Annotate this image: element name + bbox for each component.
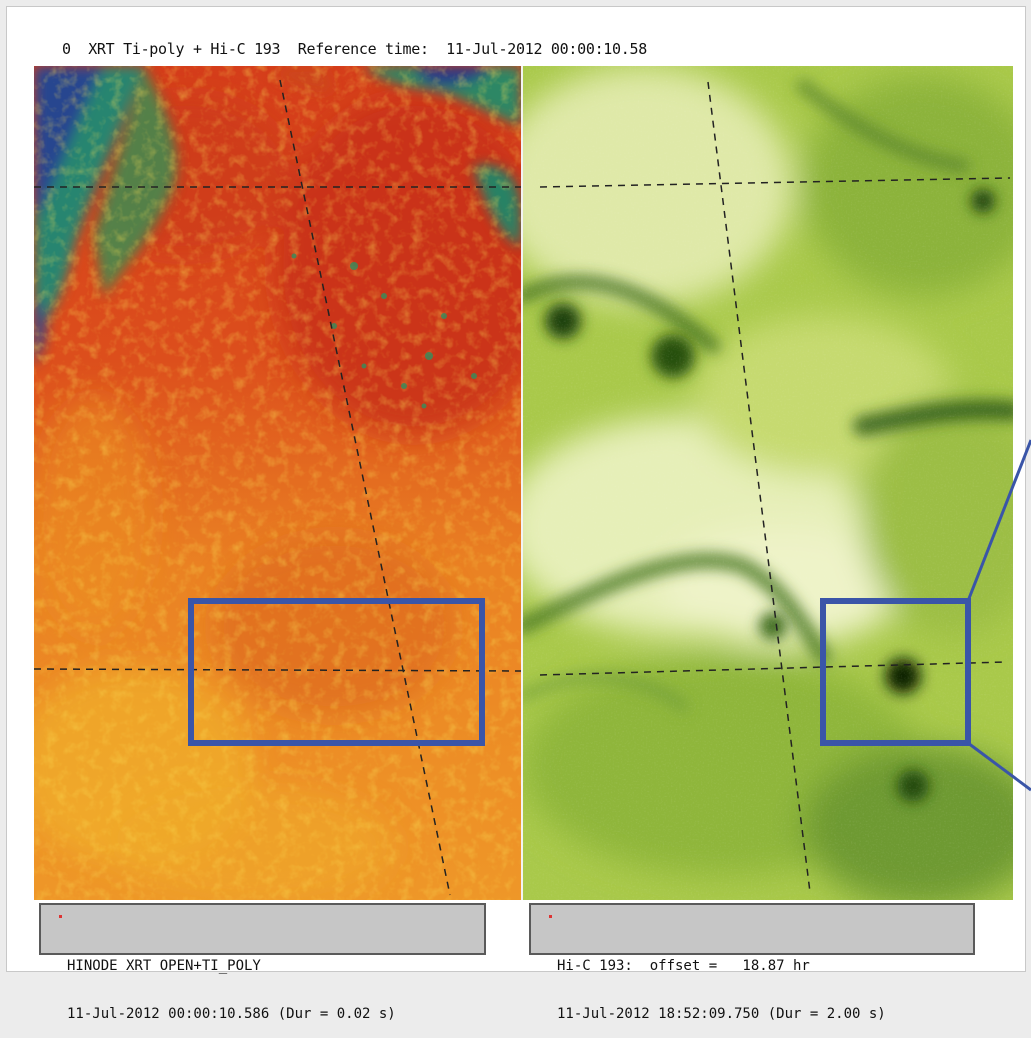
xrt-image-label: HINODE XRT OPEN+TI_POLY 11-Jul-2012 00:0… bbox=[39, 903, 486, 1022]
hic-offset-text: Hi-C 193: offset = 18.87 hr bbox=[557, 958, 810, 974]
label-marker bbox=[59, 915, 62, 918]
hic-image-label: Hi-C 193: offset = 18.87 hr 11-Jul-2012 … bbox=[529, 903, 975, 1022]
figure-title: 0 XRT Ti-poly + Hi-C 193 Reference time:… bbox=[62, 40, 647, 58]
panel-divider bbox=[521, 66, 523, 900]
label-marker bbox=[549, 915, 552, 918]
hic-timestamp-text: 11-Jul-2012 18:52:09.750 (Dur = 2.00 s) bbox=[557, 1006, 886, 1022]
hic-image-panel bbox=[523, 66, 1013, 900]
xrt-timestamp-text: 11-Jul-2012 00:00:10.586 (Dur = 0.02 s) bbox=[67, 1006, 396, 1022]
xrt-instrument-text: HINODE XRT OPEN+TI_POLY bbox=[67, 958, 261, 974]
xrt-image-panel bbox=[34, 66, 521, 900]
